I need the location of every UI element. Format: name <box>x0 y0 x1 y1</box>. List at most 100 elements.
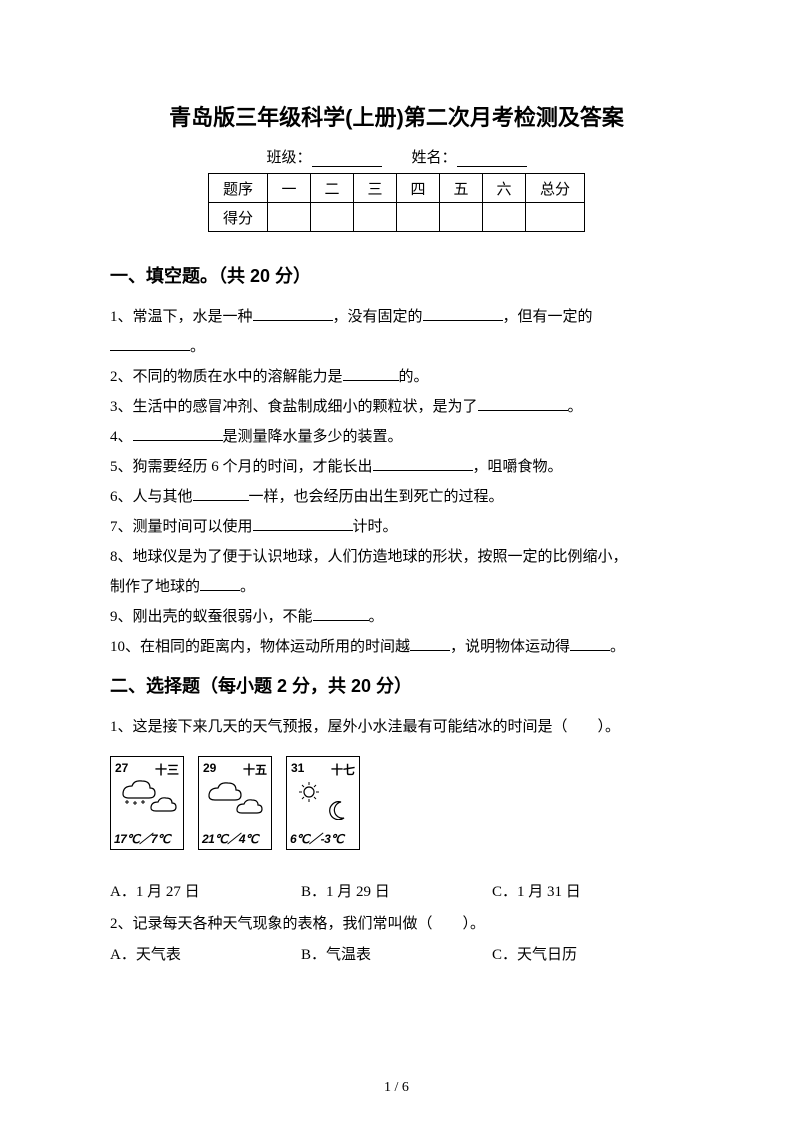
q-text: 7、测量时间可以使用 <box>110 519 253 535</box>
q-text: ，咀嚼食物。 <box>473 459 563 475</box>
card-temp: 17℃／7℃ <box>114 830 170 847</box>
fill-blank[interactable] <box>253 306 333 321</box>
card-lunar: 十七 <box>331 761 355 778</box>
choice-a[interactable]: A．1 月 27 日 <box>110 880 301 901</box>
q-text: 。 <box>610 639 625 655</box>
q-text: ，但有一定的 <box>503 309 593 325</box>
s2-q2-choices: A．天气表 B．气温表 C．天气日历 <box>110 943 683 964</box>
hi-temp: 6℃ <box>290 832 309 846</box>
col-head: 四 <box>397 174 440 203</box>
score-cell[interactable] <box>354 203 397 232</box>
fill-blank[interactable] <box>200 576 240 591</box>
q-text: 10、在相同的距离内，物体运动所用的时间越 <box>110 639 410 655</box>
fill-blank[interactable] <box>570 636 610 651</box>
s2-q2: 2、记录每天各种天气现象的表格，我们常叫做（ ）。 <box>110 909 683 939</box>
score-cell[interactable] <box>483 203 526 232</box>
q7: 7、测量时间可以使用 计时。 <box>110 512 683 542</box>
card-temp: 6℃／-3℃ <box>290 830 343 847</box>
q5: 5、狗需要经历 6 个月的时间，才能长出 ，咀嚼食物。 <box>110 452 683 482</box>
q-text: 制作了地球的 <box>110 579 200 595</box>
snow-cloud-icon <box>115 778 179 820</box>
s2-q1-choices: A．1 月 27 日 B．1 月 29 日 C．1 月 31 日 <box>110 880 683 901</box>
col-head: 六 <box>483 174 526 203</box>
col-head: 一 <box>268 174 311 203</box>
q-text: 是测量降水量多少的装置。 <box>223 429 403 445</box>
card-temp: 21℃／4℃ <box>202 830 258 847</box>
hi-temp: 17℃ <box>114 832 139 846</box>
q9: 9、刚出壳的蚁蚕很弱小，不能 。 <box>110 602 683 632</box>
name-label: 姓名： <box>412 150 457 166</box>
q3: 3、生活中的感冒冲剂、食盐制成细小的颗粒状，是为了。 <box>110 392 683 422</box>
q-text: 5、狗需要经历 6 个月的时间，才能长出 <box>110 459 373 475</box>
col-head: 二 <box>311 174 354 203</box>
score-cell[interactable] <box>268 203 311 232</box>
q-text: 3、生活中的感冒冲剂、食盐制成细小的颗粒状，是为了 <box>110 399 478 415</box>
fill-blank[interactable] <box>478 396 568 411</box>
fill-blank[interactable] <box>373 456 473 471</box>
q-text: 4、 <box>110 429 133 445</box>
q-text: 8、地球仪是为了便于认识地球，人们仿造地球的形状，按照一定的比例缩小， <box>110 549 628 565</box>
q10: 10、在相同的距离内，物体运动所用的时间越 ，说明物体运动得 。 <box>110 632 683 662</box>
q-text: 6、人与其他 <box>110 489 193 505</box>
sun-moon-icon <box>291 778 355 820</box>
section-2-heading: 二、选择题（每小题 2 分，共 20 分） <box>110 672 683 698</box>
cloudy-icon <box>203 778 267 820</box>
q-text: 2、不同的物质在水中的溶解能力是 <box>110 369 343 385</box>
choice-c[interactable]: C．1 月 31 日 <box>492 880 683 901</box>
class-label: 班级： <box>266 150 311 166</box>
card-lunar: 十三 <box>155 761 179 778</box>
score-cell[interactable] <box>440 203 483 232</box>
weather-card: 31 十七 <box>286 756 360 850</box>
fill-blank[interactable] <box>410 636 450 651</box>
q4: 4、 是测量降水量多少的装置。 <box>110 422 683 452</box>
card-day: 29 <box>203 761 216 778</box>
q6: 6、人与其他 一样，也会经历由出生到死亡的过程。 <box>110 482 683 512</box>
weather-card: 29 十五 21℃／4℃ <box>198 756 272 850</box>
q-text: 9、刚出壳的蚁蚕很弱小，不能 <box>110 609 313 625</box>
q8-cont: 制作了地球的。 <box>110 572 683 602</box>
fill-blank[interactable] <box>133 426 223 441</box>
q-text: ，没有固定的 <box>333 309 423 325</box>
exam-page: 青岛版三年级科学(上册)第二次月考检测及答案 班级： 姓名： 题序 一 二 三 … <box>0 0 793 1122</box>
row-label: 得分 <box>209 203 268 232</box>
section-1-heading: 一、填空题。（共 20 分） <box>110 262 683 288</box>
q1: 1、常温下，水是一种，没有固定的，但有一定的 <box>110 302 683 332</box>
fill-blank[interactable] <box>343 366 399 381</box>
choice-c[interactable]: C．天气日历 <box>492 943 683 964</box>
fill-blank[interactable] <box>313 606 369 621</box>
choice-b[interactable]: B．气温表 <box>301 943 492 964</box>
q-text: ，说明物体运动得 <box>450 639 570 655</box>
weather-icon-box <box>115 778 179 820</box>
q-text: 。 <box>369 609 384 625</box>
score-cell[interactable] <box>526 203 585 232</box>
score-cell[interactable] <box>311 203 354 232</box>
col-total: 总分 <box>526 174 585 203</box>
weather-cards: 27 十三 17℃／7℃ 29 十五 <box>110 756 683 850</box>
table-row: 得分 <box>209 203 585 232</box>
fill-blank[interactable] <box>193 486 249 501</box>
q-text: 一样，也会经历由出生到死亡的过程。 <box>249 489 504 505</box>
lo-temp: 4℃ <box>239 832 258 846</box>
score-table: 题序 一 二 三 四 五 六 总分 得分 <box>208 173 585 232</box>
weather-icon-box <box>291 778 355 820</box>
choice-a[interactable]: A．天气表 <box>110 943 301 964</box>
fill-blank[interactable] <box>110 336 190 351</box>
lo-temp: -3℃ <box>321 832 344 846</box>
fill-blank[interactable] <box>253 516 353 531</box>
class-blank[interactable] <box>312 150 382 167</box>
q-text: 的。 <box>399 369 429 385</box>
page-title: 青岛版三年级科学(上册)第二次月考检测及答案 <box>110 100 683 132</box>
weather-card: 27 十三 17℃／7℃ <box>110 756 184 850</box>
s2-q1: 1、这是接下来几天的天气预报，屋外小水洼最有可能结冰的时间是（ ）。 <box>110 712 683 742</box>
q8: 8、地球仪是为了便于认识地球，人们仿造地球的形状，按照一定的比例缩小， <box>110 542 683 572</box>
card-day: 27 <box>115 761 128 778</box>
weather-icon-box <box>203 778 267 820</box>
choice-b[interactable]: B．1 月 29 日 <box>301 880 492 901</box>
q-text: 计时。 <box>353 519 398 535</box>
q-text: 。 <box>190 339 205 355</box>
card-lunar: 十五 <box>243 761 267 778</box>
name-blank[interactable] <box>457 150 527 167</box>
score-cell[interactable] <box>397 203 440 232</box>
fill-blank[interactable] <box>423 306 503 321</box>
lo-temp: 7℃ <box>151 832 170 846</box>
